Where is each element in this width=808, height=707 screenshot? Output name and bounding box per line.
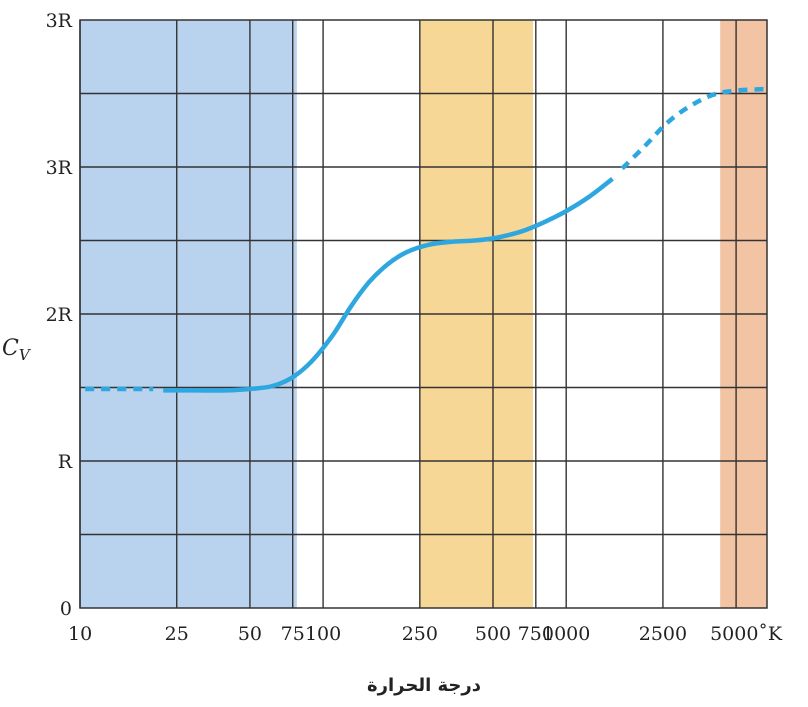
grid-lines [79, 20, 767, 608]
plot-frame [79, 19, 768, 609]
x-tick-label: 75 [281, 623, 305, 645]
y-axis-label: CV [2, 336, 32, 364]
y-axis-label-main: C [2, 336, 19, 361]
x-tick-label: 1000 [542, 623, 590, 645]
x-tick-label: 500 [475, 623, 511, 645]
x-tick-label: 25 [165, 623, 189, 645]
x-tick-label: 10 [68, 623, 92, 645]
y-axis-label-subscript: V [19, 346, 32, 364]
y-tick-label: 2R [46, 304, 73, 326]
curve-segment-solid [163, 177, 614, 393]
y-tick-label: 3R [46, 10, 73, 32]
x-tick-label: 750 [518, 623, 554, 645]
x-tick-label: 100 [305, 623, 341, 645]
heat-capacity-curve [85, 86, 766, 393]
x-tick-label: 2500 [639, 623, 687, 645]
y-axis-ticks: 0 R 2R 3R 3R [46, 10, 73, 620]
y-tick-label: 0 [60, 598, 72, 620]
y-tick-label: 3R [46, 157, 73, 179]
x-tick-label: 50 [238, 623, 262, 645]
y-tick-label: R [58, 451, 73, 473]
x-axis-label: درجة الحرارة [367, 675, 481, 696]
x-tick-label: 5000˚K [710, 623, 783, 645]
x-tick-label: 250 [402, 623, 438, 645]
